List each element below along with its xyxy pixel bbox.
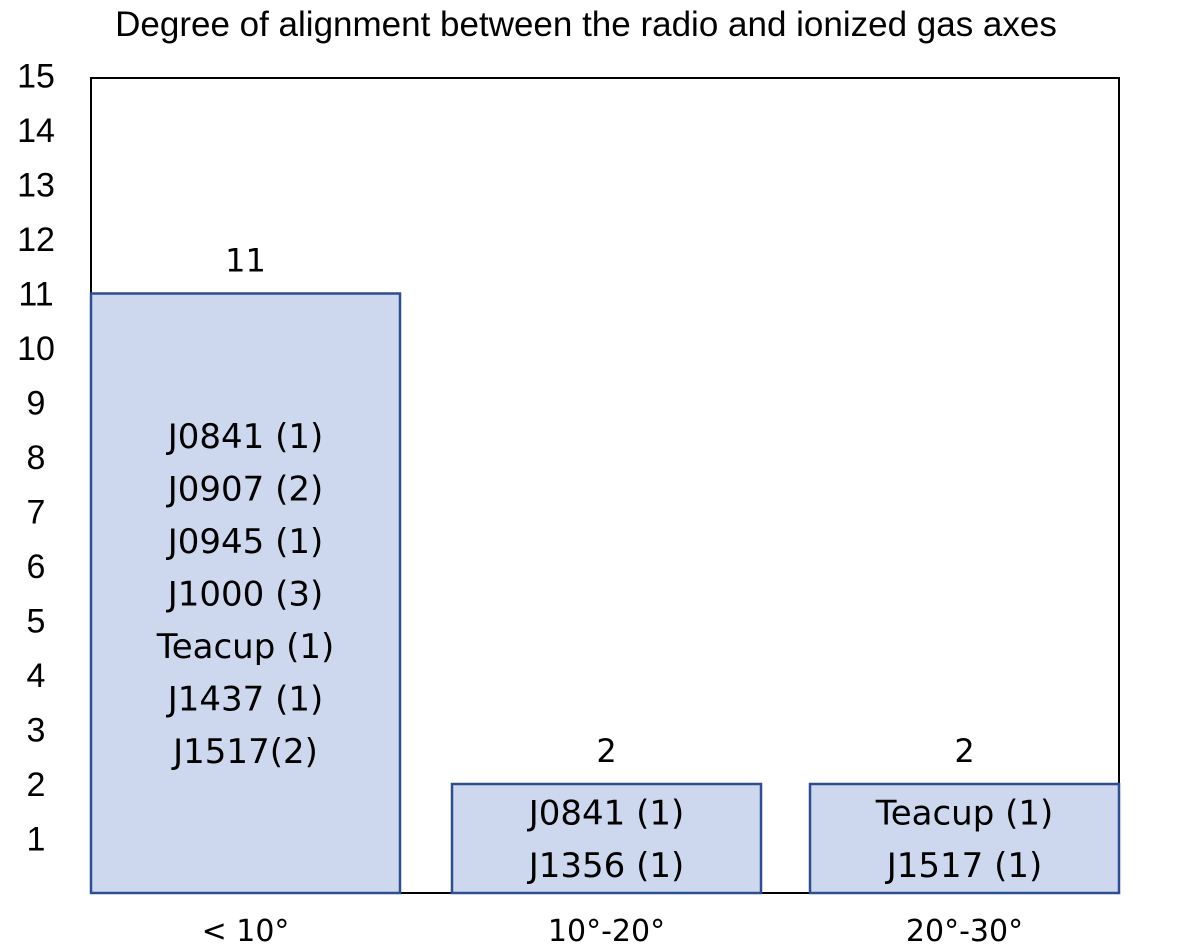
x-tick-label: < 10° [202,914,290,945]
y-tick-label: 9 [27,385,46,423]
y-tick-label: 13 [17,167,55,205]
y-tick-label: 11 [18,276,53,314]
x-tick-label: 20°-30° [906,914,1023,945]
y-tick-label: 7 [27,494,46,532]
y-tick-label: 14 [17,112,55,150]
chart-title: Degree of alignment between the radio an… [115,5,1057,44]
y-tick-label: 12 [17,221,55,259]
y-tick-label: 1 [27,821,46,859]
y-tick-label: 4 [27,657,46,695]
y-tick-label: 6 [27,548,46,586]
y-tick-label: 15 [17,58,55,96]
bar-annotation: J0907 (2) [166,469,324,509]
bar-annotation: Teacup (1) [875,793,1054,833]
bar-annotation: J0945 (1) [166,522,324,562]
y-tick-label: 5 [27,603,46,641]
bar-annotation: J1356 (1) [527,846,685,886]
y-tick-label: 8 [27,439,46,477]
x-tick-label: 10°-20° [548,914,665,945]
bar [808,782,1121,895]
bar-annotation: J1437 (1) [166,679,324,719]
y-tick-label: 3 [27,712,46,750]
bar [450,782,763,895]
y-tick-label: 10 [17,330,55,368]
y-tick-label: 2 [27,766,46,804]
data-label: 11 [225,242,266,280]
bar-annotation: J1517 (1) [885,846,1043,886]
bar-annotation: J1517(2) [171,732,318,772]
data-label: 2 [954,732,974,770]
bar-annotation: J0841 (1) [527,793,685,833]
bar-annotation: J1000 (3) [166,574,324,614]
bar [89,292,402,895]
bar-annotation: Teacup (1) [156,627,335,667]
bar-annotation: J0841 (1) [166,417,324,457]
data-label: 2 [596,732,616,770]
